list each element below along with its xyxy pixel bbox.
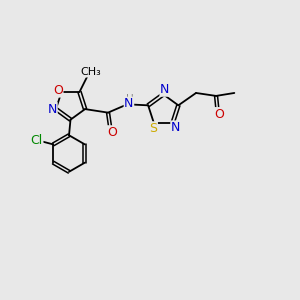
Text: N: N xyxy=(124,97,134,110)
Text: S: S xyxy=(149,122,157,135)
Text: H: H xyxy=(126,94,134,104)
Text: CH₃: CH₃ xyxy=(80,67,101,77)
Text: Cl: Cl xyxy=(31,134,43,147)
Text: O: O xyxy=(53,84,63,97)
Text: O: O xyxy=(214,108,224,121)
Text: N: N xyxy=(171,121,180,134)
Text: N: N xyxy=(160,83,169,96)
Text: N: N xyxy=(48,103,57,116)
Text: O: O xyxy=(107,126,117,139)
